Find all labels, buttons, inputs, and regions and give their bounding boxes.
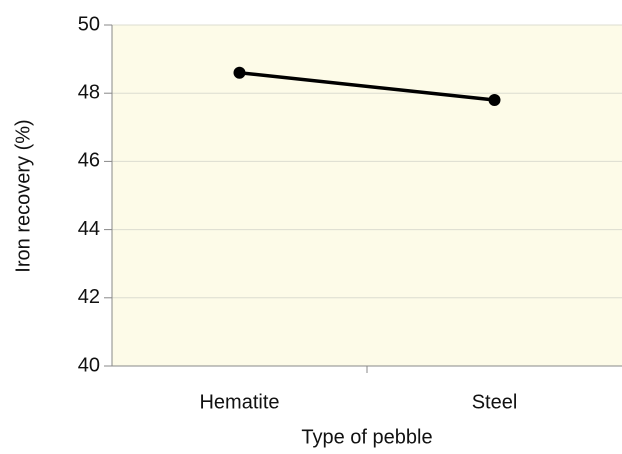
x-axis-label: Type of pebble <box>301 426 432 448</box>
y-axis-label: Iron recovery (%) <box>12 119 34 272</box>
y-tick-label: 46 <box>78 150 100 172</box>
y-tick-label: 42 <box>78 286 100 308</box>
y-tick-label: 50 <box>78 13 100 35</box>
x-tick-label: Hematite <box>199 391 279 413</box>
y-tick-label: 48 <box>78 81 100 103</box>
plot-area <box>112 25 622 366</box>
y-tick-label: 40 <box>78 354 100 376</box>
point <box>233 66 246 79</box>
x-tick-label: Steel <box>472 391 518 413</box>
y-tick-label: 44 <box>78 218 100 240</box>
point <box>488 94 501 107</box>
line <box>239 70 495 102</box>
